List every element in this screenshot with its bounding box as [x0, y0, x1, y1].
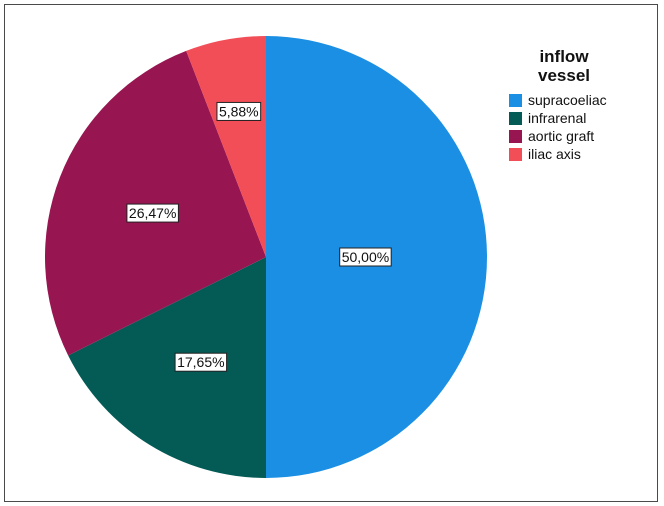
pie-slice-iliac-axis	[186, 36, 266, 257]
data-label: 17,65%	[174, 352, 228, 372]
legend-title: inflow vessel	[509, 47, 619, 85]
data-label-box	[126, 203, 179, 223]
data-label: 5,88%	[216, 101, 262, 121]
legend-title-line-1: inflow	[539, 47, 589, 66]
legend-label: aortic graft	[528, 128, 595, 144]
data-label-box	[216, 101, 262, 121]
pie-slices	[45, 36, 487, 478]
legend-swatch	[509, 111, 522, 125]
legend-title-line-2: vessel	[538, 66, 590, 85]
legend-swatch	[509, 147, 522, 161]
data-label: 50,00%	[339, 247, 392, 267]
pie-slice-infrarenal	[68, 257, 266, 478]
data-label-text: 26,47%	[129, 205, 176, 221]
legend-swatch	[509, 129, 522, 143]
data-label: 26,47%	[126, 203, 179, 223]
legend-item-aortic-graft: aortic graft	[509, 127, 659, 145]
legend-label: infrarenal	[528, 110, 587, 126]
legend-label: iliac axis	[528, 146, 581, 162]
data-label-text: 50,00%	[342, 249, 389, 265]
legend-label: supracoeliac	[528, 92, 607, 108]
legend: inflow vessel supracoeliac infrarenal ao…	[509, 47, 659, 163]
pie-slice-aortic-graft	[45, 50, 267, 356]
data-label-text: 5,88%	[219, 103, 259, 119]
data-label-text: 17,65%	[177, 354, 224, 370]
data-label-box	[339, 247, 392, 267]
legend-item-iliac-axis: iliac axis	[509, 145, 659, 163]
legend-item-infrarenal: infrarenal	[509, 109, 659, 127]
pie-chart: 50,00% 17,65% 26,47% 5,88%	[45, 36, 487, 478]
legend-swatch	[509, 93, 522, 107]
pie-data-labels: 50,00% 17,65% 26,47% 5,88%	[126, 101, 392, 372]
legend-item-supracoeliac: supracoeliac	[509, 91, 659, 109]
chart-frame: 50,00% 17,65% 26,47% 5,88% inflow vessel su…	[4, 4, 658, 502]
data-label-box	[174, 352, 228, 372]
